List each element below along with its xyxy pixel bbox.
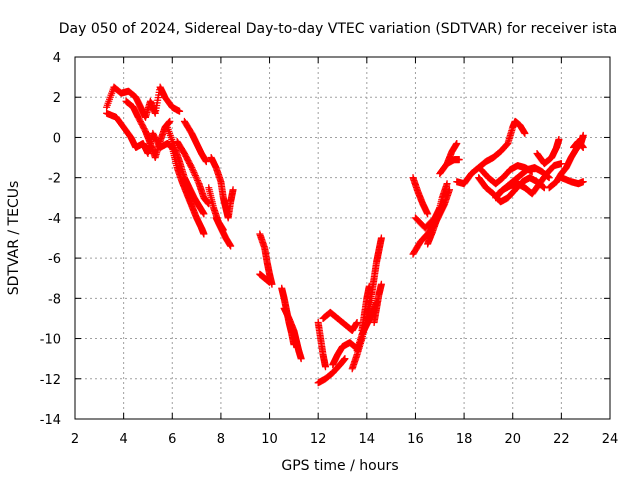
data-point [187, 162, 195, 170]
y-tick-label: -14 [40, 413, 61, 428]
x-tick-label: 12 [310, 432, 327, 447]
x-tick-label: 8 [217, 432, 225, 447]
x-tick-label: 24 [602, 432, 619, 447]
data-point [557, 160, 565, 168]
y-axis-label: SDTVAR / TECUs [6, 181, 22, 296]
y-tick-label: 2 [53, 91, 61, 106]
data-point [194, 176, 202, 184]
x-tick-label: 2 [71, 432, 79, 447]
x-tick-label: 14 [359, 432, 376, 447]
data-point [377, 234, 385, 242]
y-tick-label: -4 [48, 212, 61, 227]
data-point [194, 178, 202, 186]
data-point [443, 180, 451, 188]
y-tick-label: 4 [53, 51, 61, 66]
data-point [579, 144, 587, 151]
x-tick-label: 22 [553, 432, 570, 447]
data-point [579, 131, 587, 139]
y-tick-label: -2 [48, 172, 61, 187]
chart-title: Day 050 of 2024, Sidereal Day-to-day VTE… [59, 21, 617, 37]
data-point [219, 226, 227, 234]
y-tick-label: 0 [53, 131, 61, 146]
data-point [190, 168, 198, 176]
data-points [103, 83, 587, 387]
data-point [200, 210, 208, 218]
y-tick-label: -6 [48, 252, 61, 267]
data-point [191, 172, 199, 180]
plot-frame [74, 56, 611, 420]
x-tick-label: 18 [456, 432, 473, 447]
data-point [266, 278, 274, 286]
data-point [191, 170, 199, 178]
data-point [321, 363, 329, 371]
data-point [192, 173, 200, 181]
data-point [377, 280, 385, 288]
data-point [166, 117, 174, 125]
data-point [453, 139, 461, 147]
data-point [353, 318, 361, 326]
x-tick-label: 4 [119, 432, 127, 447]
data-point [555, 135, 563, 143]
data-point [227, 242, 235, 250]
data-point [455, 156, 463, 164]
data-point [188, 164, 196, 172]
data-point [189, 167, 197, 175]
data-point [200, 230, 208, 238]
data-point [521, 129, 529, 137]
y-tick-label: -8 [48, 292, 61, 307]
y-tick-label: -10 [40, 333, 61, 348]
x-tick-label: 10 [261, 432, 278, 447]
x-axis: 2 4 6 8 10 12 14 16 18 20 22 24 [71, 57, 618, 447]
data-point [188, 165, 196, 173]
x-tick-label: 20 [504, 432, 521, 447]
data-point [579, 178, 587, 186]
y-axis: -14 -12 -10 -8 -6 -4 -2 0 2 4 [40, 51, 610, 428]
data-point [424, 210, 432, 218]
data-point [341, 355, 349, 363]
data-point [297, 355, 305, 363]
y-tick-label: -12 [40, 373, 61, 388]
x-tick-label: 6 [168, 432, 176, 447]
data-point [176, 107, 184, 115]
x-tick-label: 16 [407, 432, 424, 447]
data-point [229, 186, 237, 194]
x-axis-label: GPS time / hours [281, 458, 398, 474]
data-point [193, 175, 201, 183]
data-point [202, 158, 210, 166]
